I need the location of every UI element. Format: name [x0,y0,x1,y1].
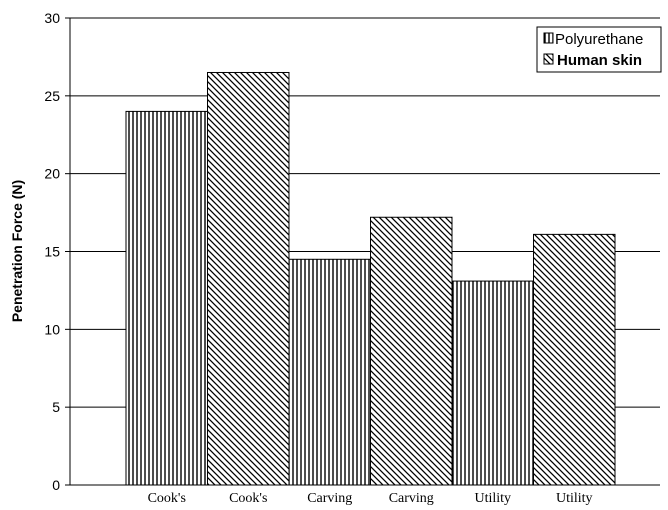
y-tick-label: 30 [44,10,60,26]
legend-label-polyurethane: Polyurethane [555,31,643,48]
y-tick-label: 0 [52,477,60,493]
y-tick-label: 5 [52,399,60,415]
legend-box [536,26,662,73]
category-label: Cook's [229,491,267,506]
y-tick-labels: 0 5 10 15 20 25 30 [44,10,60,493]
category-label: Utility [556,491,593,506]
legend-swatch-polyurethane [543,32,554,44]
legend: Polyurethane Human skin [536,26,662,73]
bar-cooks-polyurethane [125,110,208,486]
bars [125,71,616,486]
y-tick-label: 25 [44,88,60,104]
y-axis-title: Penetration Force (N) [9,180,25,322]
bar-utility-human-skin [533,233,616,486]
y-tick-label: 20 [44,166,60,182]
legend-label-human-skin: Human skin [557,52,642,69]
axes [69,18,660,486]
y-tick-label: 10 [44,321,60,337]
legend-swatch-human-skin [543,53,554,65]
category-label: Utility [474,491,511,506]
category-labels: Cook's Cook's Carving Carving Utility Utility [148,491,593,506]
bar-cooks-human-skin [207,71,290,486]
category-label: Carving [307,491,352,506]
bar-carving-human-skin [370,216,453,486]
bar-utility-polyurethane [451,280,534,486]
y-tick-label: 15 [44,244,60,260]
category-label: Carving [389,491,434,506]
category-label: Cook's [148,491,186,506]
bar-carving-polyurethane [288,258,371,486]
